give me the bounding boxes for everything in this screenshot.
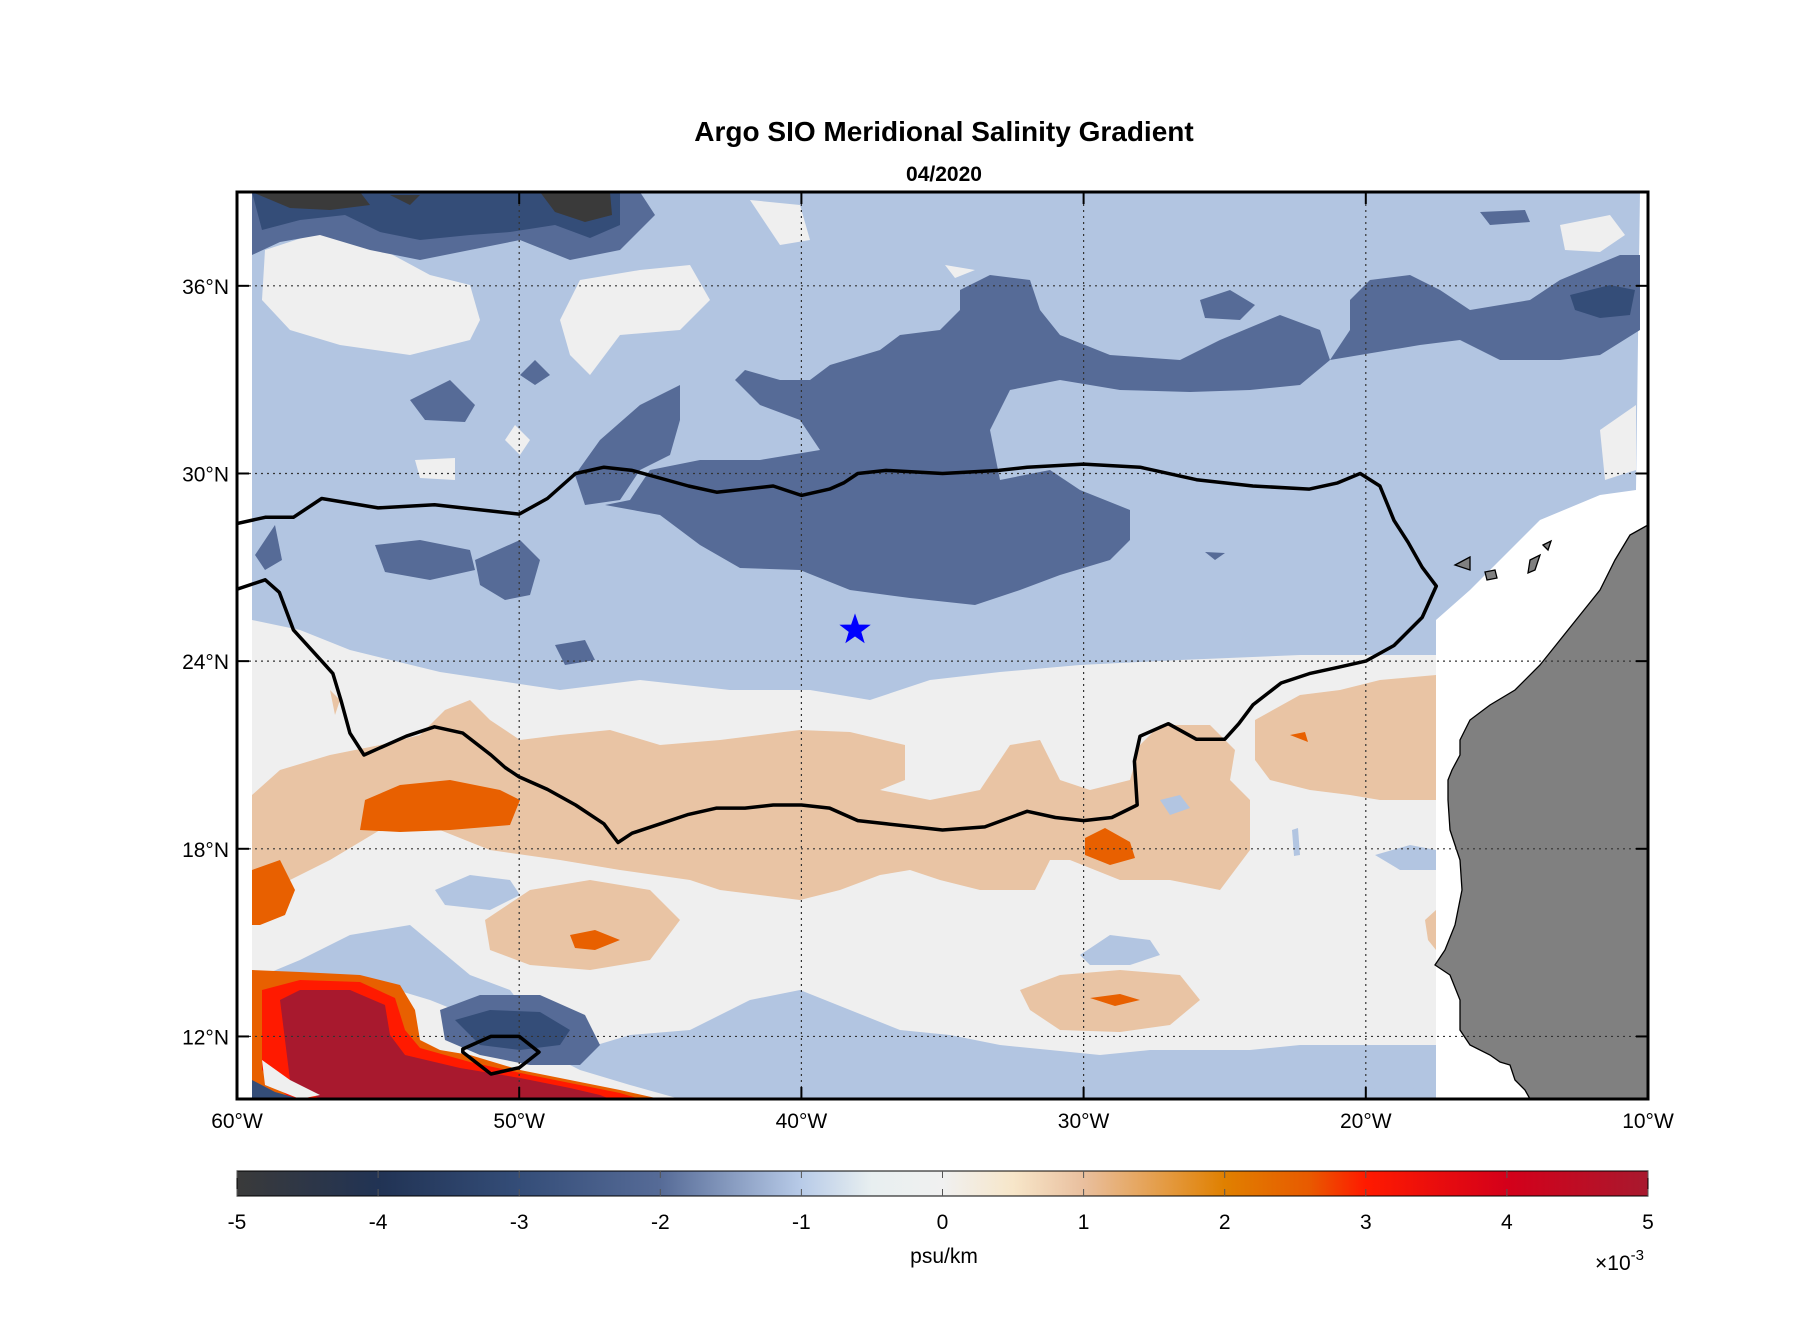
boundary-contour-line — [237, 462, 1439, 845]
field-gray-dot-3 — [945, 265, 975, 278]
x-tick-label: 20°W — [1340, 1110, 1392, 1133]
field-blue-blob-2 — [520, 360, 550, 385]
y-tick-label: 18°N — [182, 839, 229, 862]
field-gray-patch-nw — [262, 232, 480, 355]
boundary-contours — [237, 462, 1439, 1076]
field-blue-blob-w2 — [475, 540, 540, 600]
colorbar-scale-factor: ×10-3 — [1595, 1247, 1644, 1275]
field-gray-patch-n2 — [560, 265, 710, 375]
land-layer — [1434, 524, 1648, 1099]
colorbar-label: psu/km — [910, 1245, 978, 1268]
x-tick-label: 10°W — [1622, 1110, 1674, 1133]
field-gray-patch-ne — [1560, 215, 1625, 252]
y-tick-label: 36°N — [182, 276, 229, 299]
field-orange-patch-e — [1290, 732, 1308, 742]
plot-frame — [235, 190, 1650, 1101]
field-blue-blob-ne-small — [1480, 210, 1530, 225]
field-blue-blob-sw — [555, 640, 595, 665]
colorbar-ticks: -5 -4 -3 -2 -1 0 1 2 3 4 5 — [228, 1171, 1654, 1234]
axis-ticks: 60°W 50°W 40°W 30°W 20°W 10°W 12°N 18°N 24°N 30°N… — [182, 192, 1674, 1133]
plot-area: 60°W 50°W 40°W 30°W 20°W 10°W 12°N 18°N 24°N 30°N… — [182, 190, 1674, 1133]
field-light-orange-east — [1255, 675, 1436, 800]
field-darker-blue-ne — [1570, 285, 1635, 318]
colorbar: -5 -4 -3 -2 -1 0 1 2 3 4 5 psu/km ×10-3 — [228, 1170, 1654, 1275]
field-orange-patch-c — [1085, 828, 1135, 865]
colorbar-tick-label: -3 — [510, 1211, 529, 1234]
land-africa — [1434, 524, 1648, 1099]
colorbar-tick-label: 1 — [1078, 1211, 1090, 1234]
colorbar-tick-label: 4 — [1501, 1211, 1513, 1234]
land-island-1 — [1453, 555, 1471, 571]
field-gray-patch-e — [1600, 405, 1636, 480]
colorbar-tick-label: 5 — [1642, 1211, 1654, 1234]
field-blue-blob-3 — [575, 385, 680, 505]
y-tick-label: 24°N — [182, 651, 229, 674]
colorbar-scale-exponent: -3 — [1631, 1247, 1644, 1264]
x-tick-label: 60°W — [211, 1110, 263, 1133]
field-darkest-gray-nw — [252, 192, 612, 222]
field-gray-dot-2 — [415, 458, 455, 480]
x-tick-label: 50°W — [493, 1110, 545, 1133]
field-blue-band-ne — [1330, 255, 1640, 360]
field-blue-blob-1 — [410, 380, 475, 422]
field-dark-corner-sw — [252, 1080, 300, 1099]
land-island-2 — [1484, 569, 1498, 581]
colorbar-tick-label: 0 — [937, 1211, 949, 1234]
field-blue-band-central — [605, 275, 1330, 605]
field-blue-blob-w1 — [375, 540, 475, 580]
field-orange-patch-s — [570, 930, 620, 950]
y-tick-label: 12°N — [182, 1026, 229, 1049]
boundary-contour-loop — [461, 1034, 541, 1076]
field-orange-patch-w — [360, 780, 520, 832]
field-light-orange-s1 — [485, 880, 680, 970]
field-light-blue-s-blob-1 — [435, 875, 520, 910]
field-blue-blob-w3 — [255, 525, 282, 570]
field-light-orange-dot-1 — [330, 690, 340, 715]
colorbar-tick-label: 2 — [1219, 1211, 1231, 1234]
land-island-4 — [1541, 539, 1553, 552]
field-crimson-sw — [280, 990, 610, 1099]
contour-fill-layer — [252, 192, 1640, 1099]
chart-subtitle: 04/2020 — [906, 163, 982, 186]
land-island-3 — [1527, 553, 1542, 575]
y-tick-label: 30°N — [182, 463, 229, 486]
x-tick-label: 40°W — [776, 1110, 828, 1133]
marker-layer — [839, 613, 871, 644]
x-tick-label: 30°W — [1058, 1110, 1110, 1133]
field-blue-blob-ne2 — [1200, 290, 1255, 320]
field-orange-patch-se — [1090, 994, 1140, 1006]
colorbar-tick-label: -2 — [651, 1211, 670, 1234]
field-gray-corner-sw — [262, 1060, 320, 1099]
field-light-orange-band — [252, 700, 1250, 900]
star-marker — [839, 613, 871, 644]
colorbar-tick-label: -4 — [369, 1211, 388, 1234]
field-orange-patch-west-edge — [252, 860, 295, 925]
colorbar-tick-label: -1 — [792, 1211, 811, 1234]
chart-title: Argo SIO Meridional Salinity Gradient — [694, 116, 1193, 147]
field-light-blue-s-blob-2 — [1080, 935, 1160, 965]
colorbar-tick-label: -5 — [228, 1211, 247, 1234]
field-light-blue-se — [1300, 1088, 1436, 1099]
field-gray-dot-1 — [505, 425, 530, 455]
colorbar-tick-label: 3 — [1360, 1211, 1372, 1234]
colorbar-scale-base: ×10 — [1595, 1252, 1631, 1275]
field-light-orange-dot-2 — [1425, 910, 1436, 950]
field-light-blue-s-blob-3 — [1375, 845, 1436, 870]
field-light-blue-s-blob-4 — [1160, 795, 1190, 815]
field-gray-patch-n3 — [750, 200, 810, 245]
